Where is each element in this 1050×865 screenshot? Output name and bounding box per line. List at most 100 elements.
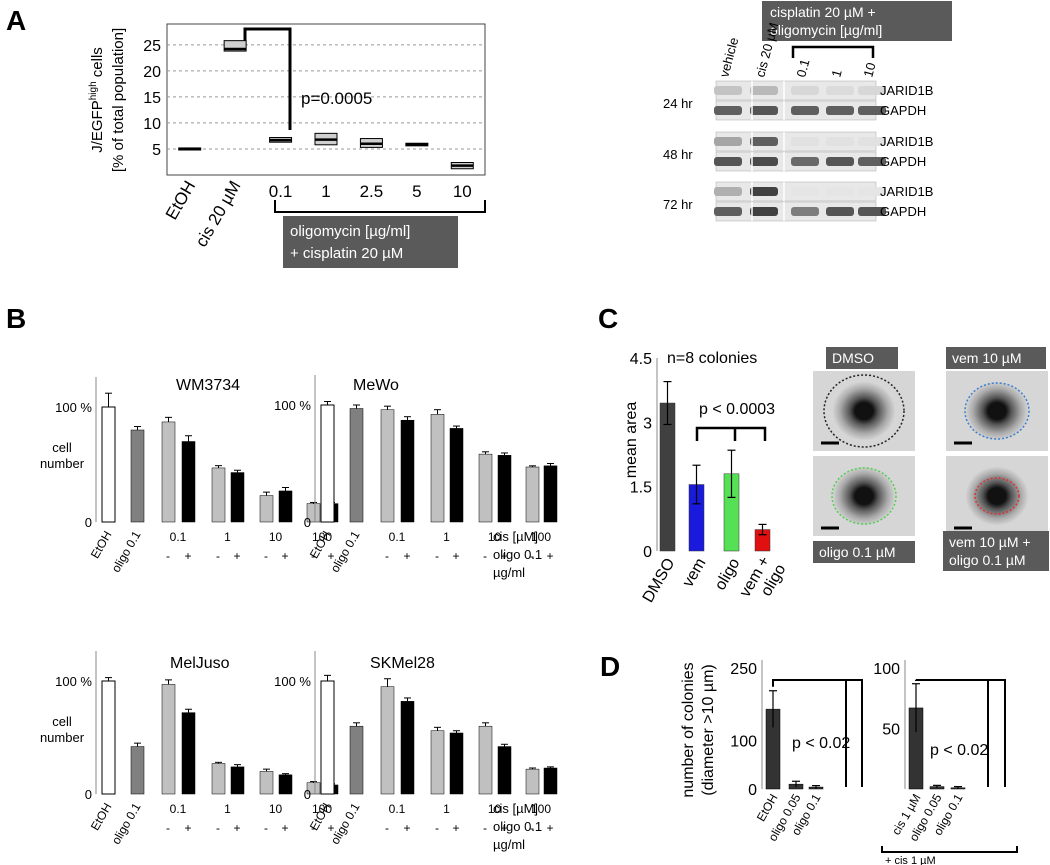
panel-b-sign: + (452, 549, 459, 563)
image-label: DMSO (832, 350, 874, 366)
panel-b-chart-title: MeWo (353, 377, 399, 394)
panel-b-cis-dose: 0.1 (389, 802, 406, 816)
panel-b-sign: + (233, 821, 240, 835)
panel-d-ylabel-2: (diameter >10 µm) (700, 664, 717, 795)
blot-band (714, 137, 742, 146)
panel-b-bar (101, 406, 116, 523)
panel-b-sign: + (281, 549, 288, 563)
panel-b-xlabel: EtOH (88, 529, 115, 561)
panel-b-sign: - (311, 549, 315, 563)
blot-band-label: GAPDH (880, 103, 926, 118)
panel-b-bar (349, 725, 364, 795)
panel-b-bar (211, 763, 226, 795)
panel-c-bracket (695, 426, 767, 441)
panel-b-bar (400, 701, 415, 795)
colony-image (832, 466, 896, 526)
blot-band (791, 157, 819, 166)
colony-image (965, 381, 1029, 441)
panel-b-cis-dose: 10 (269, 802, 283, 816)
panel-b-sign: + (500, 821, 507, 835)
panel-b-sign: - (166, 821, 170, 835)
blot-band-label: GAPDH (880, 154, 926, 169)
panel-b-cis-dose: 10 (269, 530, 283, 544)
panel-b-ytick-0: 0 (85, 515, 92, 530)
panel-b-sign: + (184, 549, 191, 563)
panel-a-western-blot: cisplatin 20 µM + oligomycin [µg/ml] veh… (663, 1, 952, 222)
panel-b-sign: + (233, 549, 240, 563)
blot-band (714, 157, 742, 166)
panel-b-cis-dose: 1 (224, 802, 231, 816)
panel-a-plot-frame (166, 23, 486, 176)
image-label: oligo 0.1 µM (819, 544, 896, 560)
panel-a-xtick: 5 (412, 182, 421, 201)
blot-band-label: JARID1B (880, 184, 933, 199)
blot-header-bracket (791, 45, 875, 58)
panel-b-bar (380, 409, 395, 523)
blot-time-label: 24 hr (663, 96, 693, 111)
panel-b-bar (278, 774, 293, 795)
panel-b-sign: - (264, 821, 268, 835)
blot-band (826, 86, 854, 95)
panel-d-ytick: 50 (882, 722, 900, 739)
panel-b-bar (543, 767, 558, 795)
panel-b-cis-dose: 1 (224, 530, 231, 544)
blot-band (750, 86, 778, 95)
panel-b-ytick-0: 0 (85, 787, 92, 802)
panel-a-box (223, 40, 247, 52)
panel-b-cis-label: cis [µM] (493, 529, 538, 544)
panel-label-b: B (6, 303, 26, 334)
panel-b-sign: - (530, 549, 534, 563)
panel-b-bar (543, 465, 558, 523)
panel-a-xtick: cis 20 µM (192, 178, 245, 251)
blot-band (750, 187, 778, 196)
panel-c-xlabel: vem (680, 556, 710, 591)
panel-b-sign: - (311, 821, 315, 835)
panel-b-bar (161, 684, 176, 795)
image-label: vem 10 µM (952, 350, 1022, 366)
colony-image (832, 381, 896, 441)
panel-d-ytick: 250 (730, 661, 757, 678)
blot-band (714, 207, 742, 216)
panel-d-bracket (772, 679, 863, 787)
panel-b-chart-title: MelJuso (170, 655, 230, 672)
blot-band (750, 157, 778, 166)
panel-b-bar (130, 746, 145, 795)
colony-outline (974, 477, 1020, 515)
panel-d-ylabel-1: number of colonies (680, 662, 697, 797)
panel-b-bar (259, 495, 274, 523)
blot-band (714, 106, 742, 115)
panel-c-ytick: 1.5 (630, 480, 652, 497)
panel-b-sign: - (216, 821, 220, 835)
panel-b-xlabel: EtOH (88, 801, 115, 833)
panel-a-ylabel-1: J/EGFPhigh cells (88, 47, 106, 153)
blot-band (826, 187, 854, 196)
panel-b-bar (525, 768, 540, 795)
panel-b-sign: + (327, 821, 334, 835)
panel-label-a: A (6, 5, 26, 36)
blot-header-line-2: oligomycin [µg/ml] (770, 22, 882, 38)
blot-band (791, 137, 819, 146)
blot-band (858, 207, 886, 216)
colony-outline (831, 467, 897, 525)
blot-band (750, 207, 778, 216)
panel-a-xtick: 1 (321, 182, 330, 201)
panel-b-cis-dose: 100 (531, 802, 551, 816)
panel-b-bar (478, 453, 493, 523)
panel-c-ytick: 0 (643, 544, 652, 561)
panel-c-bar (659, 402, 676, 552)
panel-b-bar (230, 766, 245, 795)
panel-c-title: n=8 colonies (667, 350, 757, 367)
panel-b-unit-label: µg/ml (493, 565, 525, 580)
panel-a-pvalue: p=0.0005 (301, 89, 372, 108)
panel-b-ytick-0: 0 (304, 515, 311, 530)
blot-band-label: GAPDH (880, 204, 926, 219)
panel-b-ytick-0: 0 (304, 787, 311, 802)
colony-outline (823, 374, 905, 448)
panel-c-ylabel: mean area (623, 402, 640, 479)
colony-image (965, 466, 1029, 526)
panel-b-cis-dose: 100 (531, 530, 551, 544)
blot-band (826, 207, 854, 216)
panel-d-ytick: 100 (873, 661, 900, 678)
blot-band (750, 106, 778, 115)
